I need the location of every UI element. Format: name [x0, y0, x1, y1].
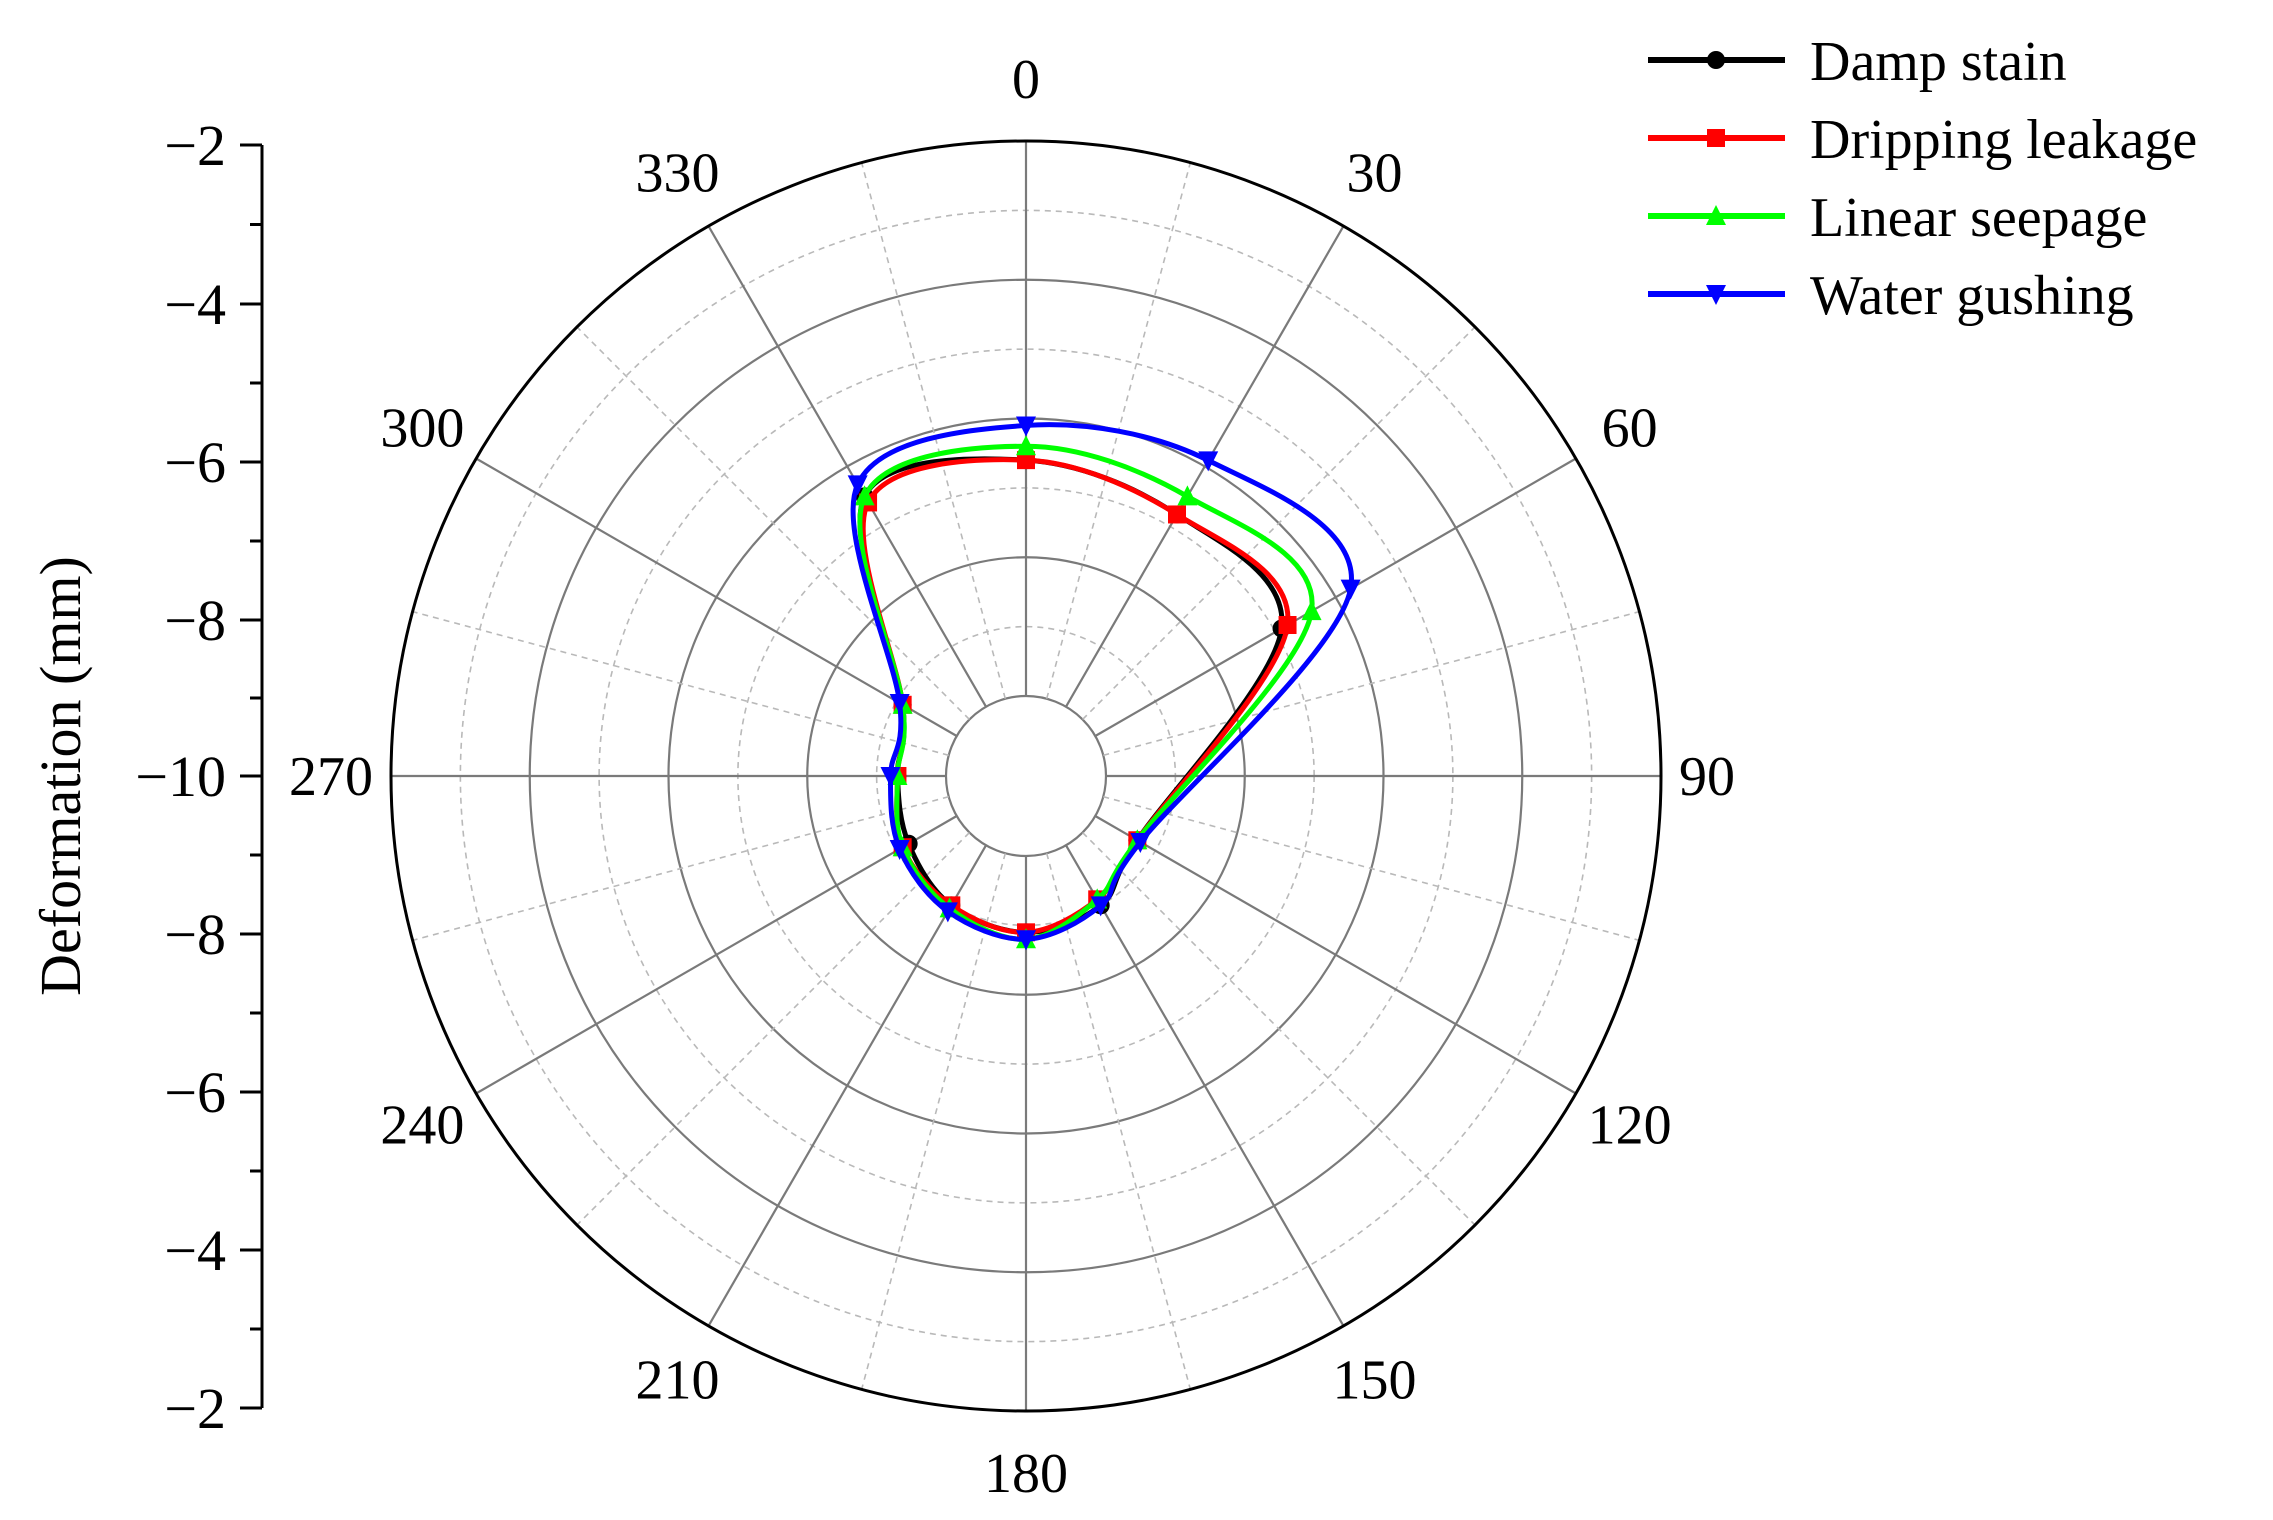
angle-tick-label: 180	[984, 1443, 1068, 1505]
data-point	[1016, 416, 1036, 437]
data-point	[1017, 451, 1035, 470]
y-axis-label: Deformation (mm)	[28, 556, 93, 996]
data-point	[854, 485, 875, 506]
radial-axis-tick-label: −6	[164, 1060, 226, 1125]
data-point	[937, 902, 958, 923]
legend-label: Water gushing	[1810, 265, 2134, 327]
grid-spoke-minor	[860, 162, 1007, 699]
angle-tick-label: 0	[1012, 49, 1040, 111]
grid-spoke-minor	[412, 610, 949, 757]
series-line	[857, 456, 1285, 935]
angle-tick-label: 30	[1347, 142, 1403, 204]
grid-spoke-major	[707, 225, 987, 708]
data-point	[1301, 600, 1322, 621]
outer-ring	[389, 139, 1663, 1413]
grid-spoke-major	[707, 844, 987, 1327]
radial-axis-tick-label: −8	[164, 588, 226, 653]
radial-axis: Deformation (mm) −2 −4 −6 −8 −10 −8 −6 −4 −2	[28, 113, 264, 1441]
legend-entry: Water gushing	[1648, 265, 2134, 327]
legend-entry: Damp stain	[1648, 31, 2067, 93]
grid-spoke-major	[1094, 815, 1577, 1095]
legend-label: Dripping leakage	[1810, 109, 2197, 171]
grid-spoke-minor	[1082, 326, 1476, 720]
data-point	[1130, 833, 1151, 854]
data-point	[1198, 451, 1219, 472]
data-point	[1016, 435, 1036, 456]
legend: Damp stain Dripping leakage Linear seepage…	[1648, 31, 2197, 327]
grid-spoke-major	[1065, 225, 1345, 708]
radial-axis-tick-label: −4	[164, 1218, 226, 1283]
grid-spoke-major	[1094, 457, 1577, 737]
series-lines	[847, 416, 1361, 951]
legend-label: Linear seepage	[1810, 187, 2147, 249]
legend-swatch-marker	[1707, 129, 1725, 147]
grid-spoke-minor	[1103, 610, 1640, 757]
series-line	[857, 443, 1315, 942]
angle-tick-label: 150	[1333, 1350, 1417, 1412]
radial-axis-tick-label: −6	[164, 430, 226, 495]
grid-spoke-major	[475, 457, 958, 737]
angle-tick-labels: 0 30 60 90 120 150 180 210 240 270 300 330	[289, 49, 1735, 1505]
radial-axis-tick-label: −2	[164, 113, 226, 178]
angle-tick-label: 240	[380, 1095, 464, 1157]
legend-entry: Linear seepage	[1648, 187, 2147, 249]
grid-spoke-minor	[1103, 795, 1640, 942]
legend-swatch-marker	[1707, 51, 1725, 69]
series-line	[850, 422, 1354, 942]
data-point	[1177, 485, 1198, 506]
grid-spoke-major	[1065, 844, 1345, 1327]
data-point	[847, 475, 868, 496]
data-point	[880, 767, 901, 787]
legend-label: Damp stain	[1810, 31, 2067, 93]
legend-swatch-marker	[1706, 205, 1726, 225]
grid-spoke-major	[475, 815, 958, 1095]
grid-spoke-minor	[1045, 853, 1192, 1390]
radial-axis-tick-label: −4	[164, 272, 226, 337]
radial-axis-tick-label: −2	[164, 1376, 226, 1441]
angle-tick-label: 90	[1679, 746, 1735, 808]
angle-tick-label: 210	[636, 1350, 720, 1412]
data-point	[1278, 616, 1297, 634]
angle-tick-label: 270	[289, 746, 373, 808]
grid-spoke-minor	[1082, 832, 1476, 1226]
grid-spoke-minor	[860, 853, 1007, 1390]
legend-entry: Dripping leakage	[1648, 109, 2197, 171]
angle-tick-label: 330	[636, 142, 720, 204]
data-point	[1340, 579, 1361, 600]
data-point	[1090, 896, 1111, 917]
angle-tick-label: 300	[380, 398, 464, 460]
polar-grid	[389, 139, 1663, 1413]
angle-tick-label: 60	[1602, 398, 1658, 460]
radial-axis-tick-label: −8	[164, 902, 226, 967]
grid-spoke-minor	[412, 795, 949, 942]
grid-circle-major	[944, 694, 1108, 858]
radial-axis-tick-label: −10	[135, 744, 226, 809]
grid-spoke-minor	[576, 326, 970, 720]
legend-swatch-marker	[1706, 285, 1726, 305]
data-point	[889, 694, 910, 715]
data-point	[889, 839, 910, 860]
data-point	[1016, 930, 1036, 951]
grid-spoke-minor	[576, 832, 970, 1226]
angle-tick-label: 120	[1588, 1095, 1672, 1157]
data-point	[1168, 505, 1186, 524]
series-water-gushing	[847, 416, 1361, 951]
